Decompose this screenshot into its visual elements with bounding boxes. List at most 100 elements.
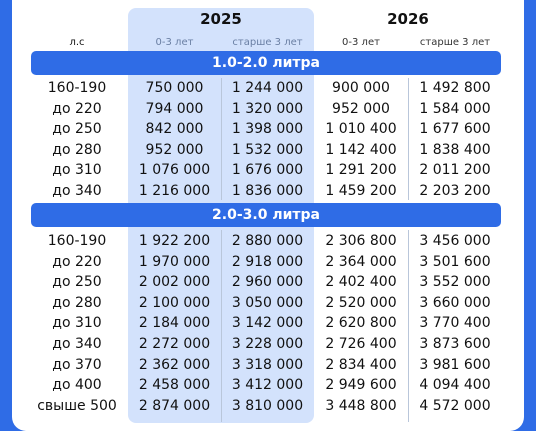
hp-cell: до 250: [52, 121, 102, 138]
price-2025-young-cell: 2 362 000: [138, 356, 211, 373]
price-2026-young-cell: 2 402 400: [325, 274, 397, 291]
hp-cell: до 250: [52, 274, 102, 291]
price-2025-old-cell: 2 918 000: [231, 253, 304, 270]
hp-column-header: л.с: [69, 37, 85, 48]
price-2025-old-cell: 3 142 000: [231, 315, 304, 332]
table-row: до 370 2 362 000 3 318 000 2 834 400 3 981 6…: [0, 355, 536, 375]
price-2025-old-cell: 1 320 000: [231, 100, 304, 117]
price-2025-young-cell: 1 076 000: [138, 162, 211, 179]
age-young-header-2025: 0-3 лет: [155, 37, 194, 48]
hp-cell: до 310: [52, 162, 102, 179]
price-2026-old-cell: 1 838 400: [419, 141, 491, 158]
price-2026-old-cell: 2 203 200: [419, 183, 491, 199]
price-2025-young-cell: 2 100 000: [138, 294, 211, 311]
price-2026-old-cell: 1 492 800: [419, 80, 491, 96]
price-2026-young-cell: 1 291 200: [325, 162, 397, 179]
hp-cell: до 280: [52, 294, 102, 311]
hp-cell: до 310: [52, 315, 102, 332]
price-2025-young-cell: 2 002 000: [138, 274, 211, 291]
price-2026-young-cell: 1 010 400: [325, 121, 397, 138]
price-2025-young-cell: 794 000: [145, 100, 204, 117]
price-2025-old-cell: 2 880 000: [231, 233, 304, 249]
price-2026-old-cell: 3 456 000: [419, 233, 491, 249]
table-row: 160-190 750 000 1 244 000 900 000 1 492 800: [0, 78, 536, 98]
price-2026-young-cell: 2 620 800: [325, 315, 397, 332]
hp-cell: до 340: [52, 183, 102, 199]
price-2026-old-cell: 4 094 400: [419, 377, 491, 394]
price-2025-young-cell: 1 216 000: [138, 183, 211, 199]
price-2026-young-cell: 900 000: [332, 80, 390, 96]
price-2025-old-cell: 1 244 000: [231, 80, 304, 96]
hp-cell: 160-190: [47, 80, 107, 96]
price-2026-old-cell: 3 873 600: [419, 336, 491, 352]
price-2025-young-cell: 2 874 000: [138, 397, 211, 414]
section-band-2-3-liters: 2.0-3.0 литра: [31, 203, 501, 227]
price-2025-old-cell: 3 412 000: [231, 377, 304, 394]
price-2026-old-cell: 1 584 000: [419, 100, 491, 117]
price-2025-old-cell: 3 228 000: [231, 336, 304, 352]
price-2026-young-cell: 2 364 000: [325, 253, 397, 270]
column-divider: [221, 78, 222, 200]
price-2026-young-cell: 3 448 800: [325, 397, 397, 414]
price-2026-young-cell: 1 459 200: [325, 183, 397, 199]
hp-cell: 160-190: [47, 233, 107, 249]
table-row: до 310 1 076 000 1 676 000 1 291 200 2 011 2…: [0, 160, 536, 180]
hp-cell: свыше 500: [37, 397, 117, 414]
price-2026-old-cell: 3 501 600: [419, 253, 491, 270]
price-2026-old-cell: 3 770 400: [419, 315, 491, 332]
table-row: до 250 2 002 000 2 960 000 2 402 400 3 552 0…: [0, 272, 536, 292]
table-row: до 250 842 000 1 398 000 1 010 400 1 677 600: [0, 119, 536, 139]
price-2026-young-cell: 1 142 400: [325, 141, 397, 158]
hp-cell: до 400: [52, 377, 102, 394]
hp-cell: до 280: [52, 141, 102, 158]
price-2025-old-cell: 3 050 000: [231, 294, 304, 311]
price-2026-young-cell: 2 726 400: [325, 336, 397, 352]
table-row: до 340 1 216 000 1 836 000 1 459 200 2 203 2…: [0, 181, 536, 201]
year-2026-header: 2026: [387, 10, 429, 28]
table-row: до 280 2 100 000 3 050 000 2 520 000 3 660 0…: [0, 293, 536, 313]
price-2025-young-cell: 2 272 000: [138, 336, 211, 352]
table-row: до 220 1 970 000 2 918 000 2 364 000 3 501 6…: [0, 252, 536, 272]
table-row: до 400 2 458 000 3 412 000 2 949 600 4 094 4…: [0, 375, 536, 395]
table-row: до 310 2 184 000 3 142 000 2 620 800 3 770 4…: [0, 313, 536, 333]
price-2025-old-cell: 2 960 000: [231, 274, 304, 291]
hp-cell: до 340: [52, 336, 102, 352]
table-row: свыше 500 2 874 000 3 810 000 3 448 800 4 57…: [0, 396, 536, 416]
price-2026-young-cell: 952 000: [332, 100, 390, 117]
price-2025-old-cell: 1 676 000: [231, 162, 304, 179]
price-2025-old-cell: 1 398 000: [231, 121, 304, 138]
price-2025-young-cell: 842 000: [145, 121, 204, 138]
price-2025-young-cell: 1 970 000: [138, 253, 211, 270]
column-divider: [408, 230, 409, 422]
price-2025-young-cell: 2 458 000: [138, 377, 211, 394]
price-2025-young-cell: 1 922 200: [138, 233, 211, 249]
price-2026-old-cell: 1 677 600: [419, 121, 491, 138]
price-2025-young-cell: 2 184 000: [138, 315, 211, 332]
hp-cell: до 220: [52, 253, 102, 270]
table-row: до 220 794 000 1 320 000 952 000 1 584 000: [0, 99, 536, 119]
price-2025-old-cell: 1 532 000: [231, 141, 304, 158]
price-2025-old-cell: 3 810 000: [231, 397, 304, 414]
price-2026-old-cell: 4 572 000: [419, 397, 491, 414]
price-2026-young-cell: 2 520 000: [325, 294, 397, 311]
price-2025-young-cell: 952 000: [145, 141, 204, 158]
section-band-1-2-liters: 1.0-2.0 литра: [31, 51, 501, 75]
column-divider: [221, 230, 222, 422]
table-row: до 340 2 272 000 3 228 000 2 726 400 3 873 6…: [0, 334, 536, 354]
price-2026-young-cell: 2 834 400: [325, 356, 397, 373]
year-2025-header: 2025: [200, 10, 242, 28]
table-row: 160-190 1 922 200 2 880 000 2 306 800 3 456 …: [0, 231, 536, 251]
price-2025-old-cell: 3 318 000: [231, 356, 304, 373]
age-old-header-2025: старше 3 лет: [232, 37, 303, 48]
price-2025-old-cell: 1 836 000: [231, 183, 304, 199]
price-2026-old-cell: 3 981 600: [419, 356, 491, 373]
table-row: до 280 952 000 1 532 000 1 142 400 1 838 400: [0, 140, 536, 160]
price-2025-young-cell: 750 000: [145, 80, 204, 96]
column-divider: [408, 78, 409, 200]
price-2026-young-cell: 2 949 600: [325, 377, 397, 394]
age-young-header-2026: 0-3 лет: [342, 37, 380, 48]
hp-cell: до 370: [52, 356, 102, 373]
price-2026-old-cell: 3 552 000: [419, 274, 491, 291]
hp-cell: до 220: [52, 100, 102, 117]
age-old-header-2026: старше 3 лет: [419, 37, 491, 48]
